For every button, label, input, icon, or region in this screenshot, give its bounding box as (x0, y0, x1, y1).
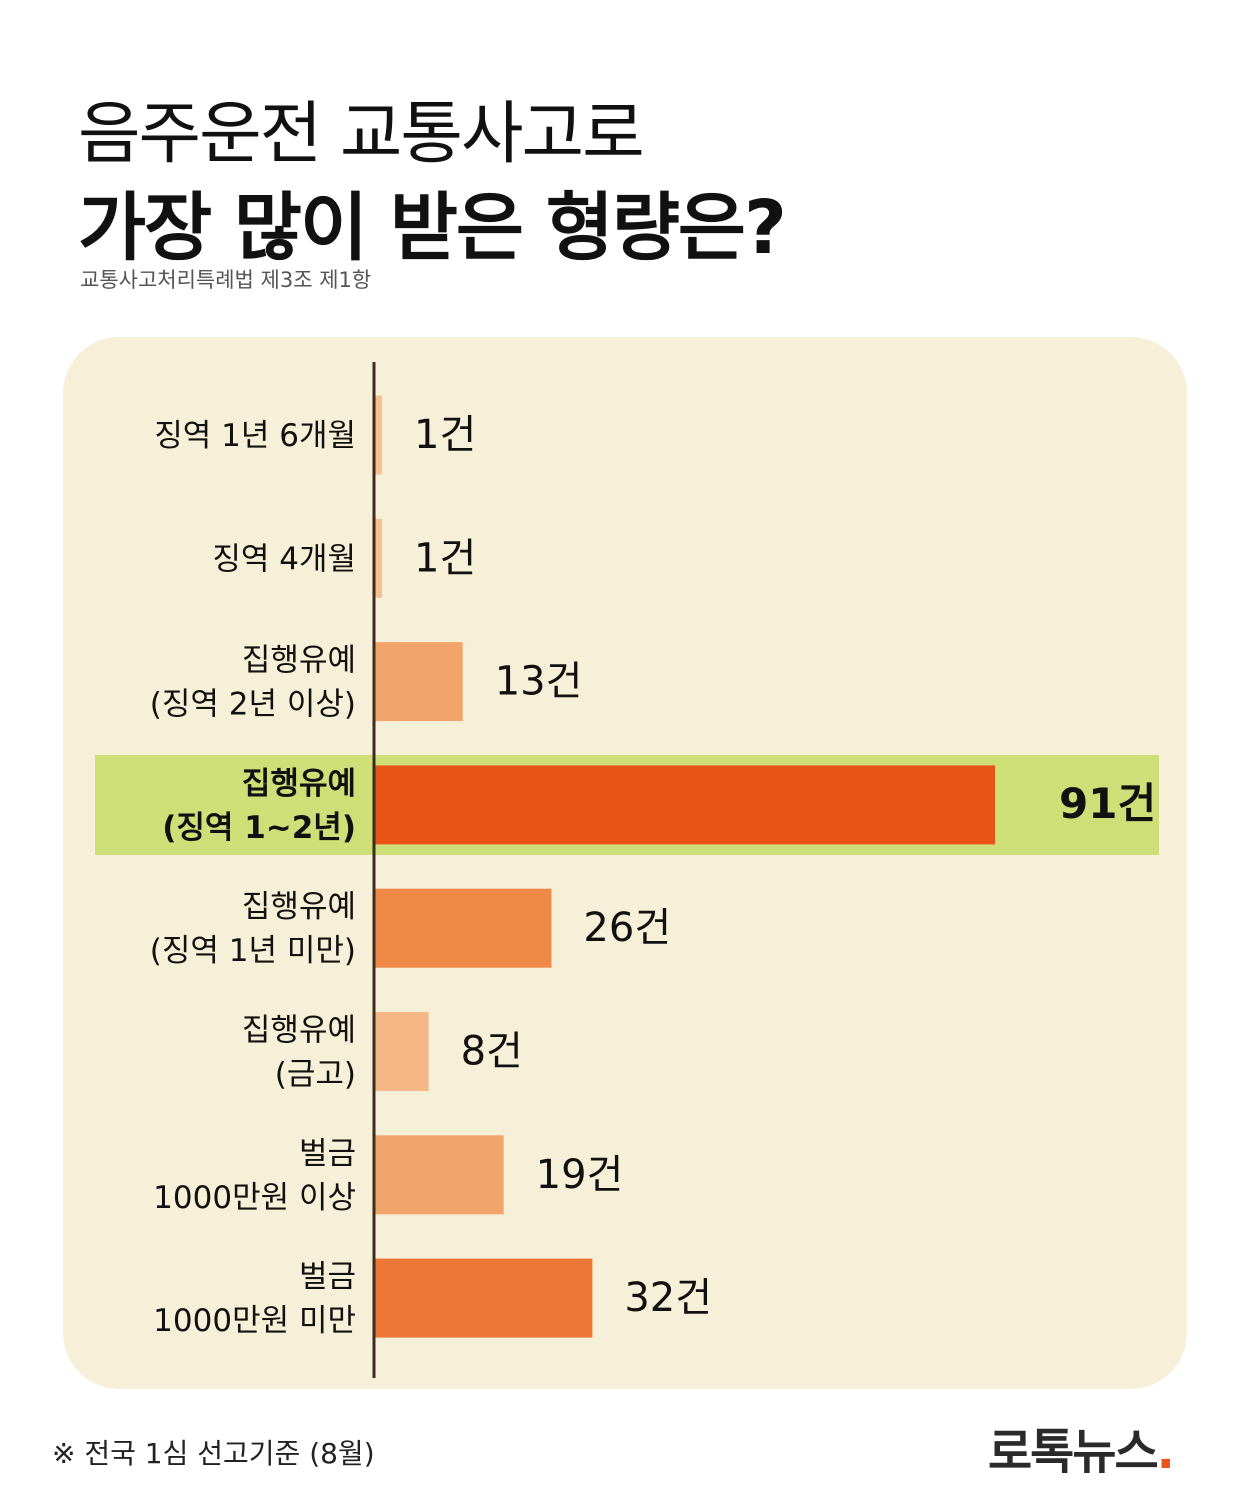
bar-1 (374, 518, 382, 598)
chart-title-line2: 가장 많이 받은 형량은? (78, 185, 787, 271)
value-label-6: 19건 (536, 1152, 624, 1198)
chart-title-line1: 음주운전 교통사고로 (78, 95, 645, 174)
category-label-5-1: (금고) (275, 1057, 356, 1093)
category-label-7-0: 벌금 (299, 1259, 356, 1295)
bar-0 (374, 395, 382, 475)
bar-3 (374, 765, 995, 845)
category-label-4-0: 집행유예 (242, 889, 356, 925)
category-label-0-0: 징역 1년 6개월 (154, 418, 356, 454)
category-label-3-1: (징역 1~2년) (162, 810, 356, 846)
category-label-7-1: 1000만원 미만 (153, 1303, 356, 1339)
value-label-3: 91건 (1059, 779, 1156, 828)
bar-7 (374, 1258, 593, 1338)
value-label-4: 26건 (583, 905, 671, 951)
bar-2 (374, 642, 463, 722)
category-label-1-0: 징역 4개월 (212, 541, 356, 577)
logo-text: 로톡뉴스 (988, 1424, 1159, 1480)
value-label-2: 13건 (495, 659, 583, 705)
category-label-3-0: 집행유예 (242, 766, 356, 802)
brand-logo: 로톡뉴스. (988, 1412, 1175, 1482)
value-label-0: 1건 (414, 412, 476, 458)
bar-5 (374, 1012, 429, 1091)
bar-6 (374, 1135, 504, 1215)
logo-dot: . (1156, 1424, 1175, 1480)
bar-4 (374, 888, 552, 968)
value-label-5: 8건 (461, 1029, 523, 1075)
footnote: ※ 전국 1심 선고기준 (8월) (52, 1437, 375, 1470)
category-label-2-1: (징역 2년 이상) (150, 687, 356, 723)
category-label-2-0: 집행유예 (242, 643, 356, 679)
value-label-1: 1건 (414, 535, 476, 581)
category-label-6-0: 벌금 (299, 1136, 356, 1172)
chart-panel (63, 337, 1187, 1389)
category-label-5-0: 집행유예 (242, 1013, 356, 1049)
chart-subtitle: 교통사고처리특례법 제3조 제1항 (80, 268, 372, 292)
value-label-7: 32건 (624, 1275, 712, 1321)
category-label-4-1: (징역 1년 미만) (150, 933, 356, 969)
category-label-6-1: 1000만원 이상 (153, 1180, 356, 1216)
